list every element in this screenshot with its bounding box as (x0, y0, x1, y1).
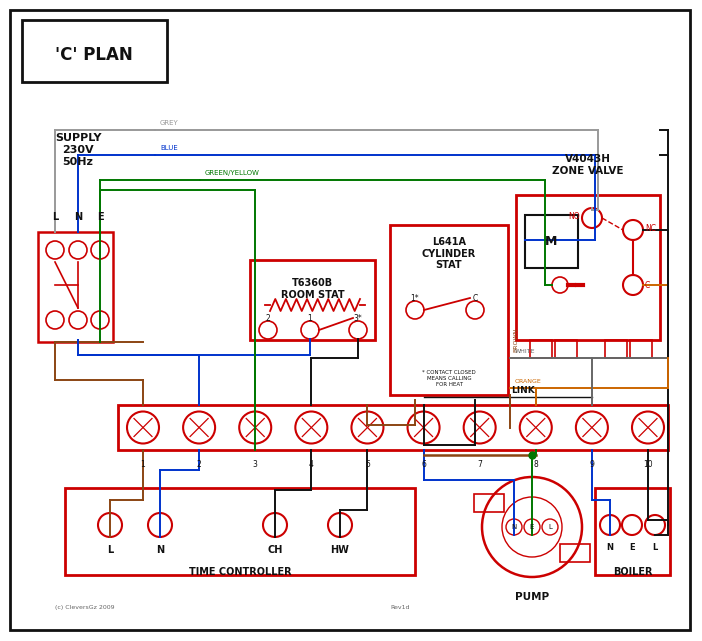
Bar (390, 225, 508, 395)
Bar (605, 340, 627, 358)
Text: 'C' PLAN: 'C' PLAN (55, 46, 133, 64)
Text: HW: HW (331, 545, 350, 555)
Text: N: N (156, 545, 164, 555)
Text: BLUE: BLUE (160, 145, 178, 151)
Text: ORANGE: ORANGE (515, 379, 542, 384)
Text: L: L (107, 545, 113, 555)
Text: Rev1d: Rev1d (390, 605, 409, 610)
Text: E: E (530, 524, 534, 530)
Text: 10: 10 (643, 460, 653, 469)
Bar (560, 544, 590, 562)
Text: GREY: GREY (160, 120, 179, 126)
Text: 6: 6 (421, 460, 426, 469)
Bar (22, 20, 167, 82)
Text: E: E (97, 212, 103, 222)
Bar (555, 340, 577, 358)
Text: E: E (629, 543, 635, 552)
Text: BROWN: BROWN (513, 328, 518, 352)
Text: NC: NC (645, 224, 656, 233)
Text: TIME CONTROLLER: TIME CONTROLLER (189, 567, 291, 577)
Text: N: N (607, 543, 614, 552)
Text: * CONTACT CLOSED
MEANS CALLING
FOR HEAT: * CONTACT CLOSED MEANS CALLING FOR HEAT (422, 370, 476, 387)
Text: C: C (645, 281, 650, 290)
Bar (474, 494, 504, 512)
Text: PUMP: PUMP (515, 592, 549, 602)
Text: 2: 2 (197, 460, 201, 469)
Bar (630, 340, 652, 358)
Text: L: L (52, 212, 58, 222)
Bar (530, 340, 552, 358)
Text: M: M (545, 235, 557, 248)
Text: GREEN/YELLOW: GREEN/YELLOW (205, 170, 260, 176)
Text: N: N (511, 524, 517, 530)
Text: SUPPLY
230V
50Hz: SUPPLY 230V 50Hz (55, 133, 101, 167)
Text: BOILER: BOILER (613, 567, 652, 577)
Text: 2: 2 (265, 314, 270, 323)
Text: CH: CH (267, 545, 283, 555)
Bar (250, 260, 375, 340)
Text: 3: 3 (253, 460, 258, 469)
Bar (595, 488, 670, 575)
Text: C: C (472, 294, 477, 303)
Bar (525, 215, 578, 268)
Text: L641A
CYLINDER
STAT: L641A CYLINDER STAT (422, 237, 476, 271)
Text: N: N (74, 212, 82, 222)
Text: WHITE: WHITE (515, 349, 536, 354)
Text: 1: 1 (140, 460, 145, 469)
Text: T6360B
ROOM STAT: T6360B ROOM STAT (281, 278, 344, 299)
Bar (65, 488, 415, 575)
Text: 1: 1 (307, 314, 312, 323)
Text: 5: 5 (365, 460, 370, 469)
Text: NO: NO (569, 212, 580, 221)
Bar (38, 232, 113, 342)
Text: 4: 4 (309, 460, 314, 469)
Text: V4043H
ZONE VALVE: V4043H ZONE VALVE (552, 154, 624, 176)
Text: 7: 7 (477, 460, 482, 469)
Text: 9: 9 (590, 460, 595, 469)
Text: 1*: 1* (411, 294, 419, 303)
Text: L: L (652, 543, 658, 552)
Text: LINK: LINK (511, 386, 535, 395)
Bar (118, 405, 668, 450)
Text: 3*: 3* (354, 314, 362, 323)
Text: (c) CleversGz 2009: (c) CleversGz 2009 (55, 605, 114, 610)
Bar (516, 195, 660, 340)
Text: L: L (548, 524, 552, 530)
Text: 8: 8 (534, 460, 538, 469)
